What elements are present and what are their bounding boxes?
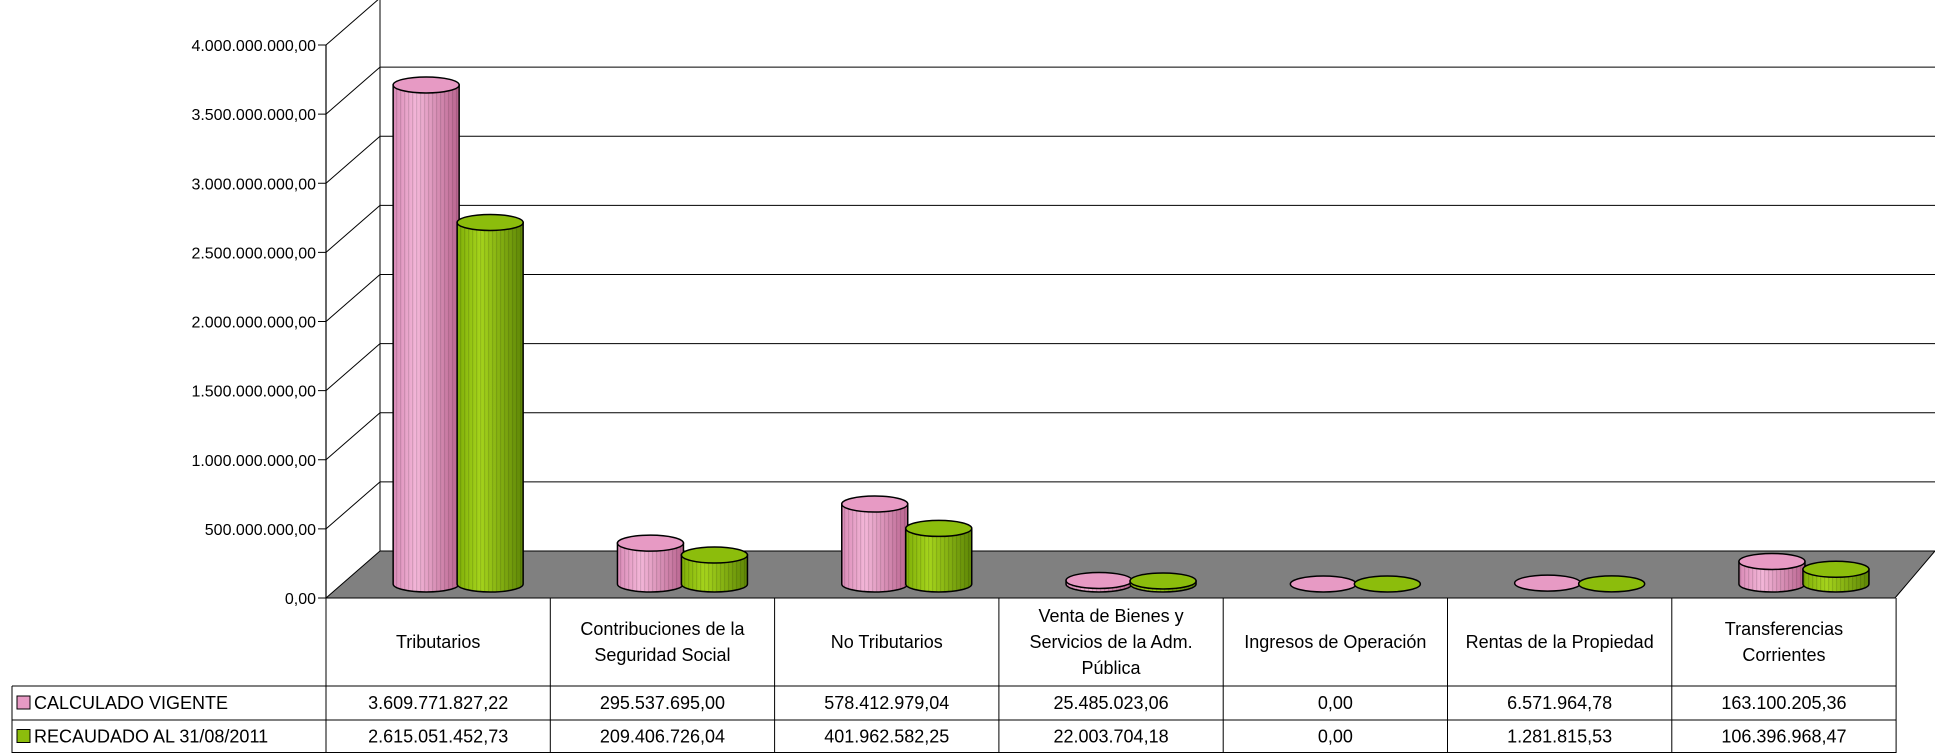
bar-0-1	[616, 534, 685, 593]
data-table: Tributarios Contribuciones de la Seguridad…	[11, 598, 1897, 753]
bar-0-2	[841, 495, 909, 593]
bar-1-3	[1129, 572, 1197, 593]
gridline-diagonal	[325, 481, 381, 530]
bar-body-texture	[841, 504, 908, 592]
bar-top	[1577, 575, 1646, 593]
bar-0-5	[1513, 574, 1582, 592]
gridline-diagonal	[325, 274, 381, 322]
bar-body-texture	[681, 555, 748, 592]
y-tick-label: 3.000.000.000,00	[191, 176, 316, 193]
y-tick-label: 1.000.000.000,00	[191, 453, 316, 470]
bar-1-2	[905, 519, 973, 593]
y-tick-label: 500.000.000,00	[205, 522, 316, 539]
bar-0-4	[1289, 575, 1358, 593]
legend-swatch	[16, 729, 31, 743]
bar-top	[1289, 575, 1358, 593]
data-label: 22.003.704,18	[1053, 727, 1168, 747]
bar-0-6	[1738, 552, 1806, 593]
data-label: 163.100.205,36	[1721, 693, 1846, 713]
category-label: Venta de Bienes y	[1038, 606, 1183, 626]
data-label: 106.396.968,47	[1721, 727, 1846, 747]
legend-label: CALCULADO VIGENTE	[34, 693, 228, 713]
bar-top	[1065, 571, 1133, 590]
legend-swatch	[16, 695, 31, 710]
bar-top	[456, 213, 524, 232]
bar-top	[841, 495, 909, 513]
y-tick-label: 2.000.000.000,00	[191, 315, 316, 332]
bar-top	[905, 519, 973, 538]
data-label: 6.571.964,78	[1507, 693, 1612, 713]
gridline-diagonal	[325, 204, 381, 253]
category-label: No Tributarios	[831, 632, 943, 652]
gridline-diagonal	[325, 0, 379, 46]
bar-top	[1129, 572, 1197, 590]
bar-0-3	[1065, 571, 1133, 593]
category-label: Corrientes	[1742, 645, 1825, 665]
category-label: Rentas de la Propiedad	[1466, 632, 1654, 652]
bar-top	[1738, 552, 1806, 571]
category-label: Tributarios	[396, 632, 480, 652]
gridline-diagonal	[325, 343, 381, 392]
bar-1-6	[1802, 560, 1870, 593]
data-label: 295.537.695,00	[600, 693, 725, 713]
category-label: Pública	[1082, 658, 1142, 678]
bar-body-texture	[393, 84, 460, 593]
bar-1-0	[456, 213, 524, 593]
data-label: 401.962.582,25	[824, 727, 949, 747]
y-tick-label: 2.500.000.000,00	[191, 245, 316, 262]
data-label: 0,00	[1318, 727, 1353, 747]
bar-body-texture	[617, 543, 684, 592]
category-label: Seguridad Social	[594, 645, 730, 665]
bar-top	[680, 546, 749, 564]
data-label: 0,00	[1318, 693, 1353, 713]
category-label: Transferencias	[1725, 619, 1843, 639]
gridline-diagonal	[325, 66, 381, 115]
category-label: Ingresos de Operación	[1244, 632, 1426, 652]
gridline-diagonal	[325, 412, 381, 461]
y-tick-label: 0,00	[285, 591, 316, 608]
data-label: 3.609.771.827,22	[368, 693, 508, 713]
bar-1-4	[1353, 575, 1422, 593]
bar-body-texture	[457, 222, 524, 593]
bar-top	[1353, 575, 1422, 593]
bars	[392, 76, 1870, 593]
y-tick-label: 4.000.000.000,00	[191, 38, 316, 55]
bar-1-5	[1577, 575, 1646, 593]
y-tick-label: 1.500.000.000,00	[191, 384, 316, 401]
plot-frame	[324, 0, 1935, 599]
data-label: 2.615.051.452,73	[368, 727, 508, 747]
y-tick-label: 3.500.000.000,00	[191, 107, 316, 124]
data-label: 209.406.726,04	[600, 727, 725, 747]
back-wall	[380, 0, 1935, 551]
bar-top	[1802, 560, 1870, 579]
data-label: 578.412.979,04	[824, 693, 949, 713]
y-axis-ticks: 0,00 500.000.000,00 1.000.000.000,00 1.500.…	[191, 38, 326, 608]
data-label: 1.281.815,53	[1507, 727, 1612, 747]
bar-body-texture	[905, 528, 972, 592]
category-label: Contribuciones de la	[580, 619, 745, 639]
bar-top	[1513, 574, 1582, 592]
bar-1-1	[680, 546, 749, 593]
floor	[324, 550, 1935, 599]
bar-top	[392, 76, 460, 94]
gridlines	[325, 0, 1935, 530]
data-label: 25.485.023,06	[1053, 693, 1168, 713]
gridline-diagonal	[325, 135, 381, 184]
bar-top	[616, 534, 685, 552]
bar-0-0	[392, 76, 460, 593]
category-label: Servicios de la Adm.	[1030, 632, 1193, 652]
legend-label: RECAUDADO AL 31/08/2011	[34, 727, 268, 747]
